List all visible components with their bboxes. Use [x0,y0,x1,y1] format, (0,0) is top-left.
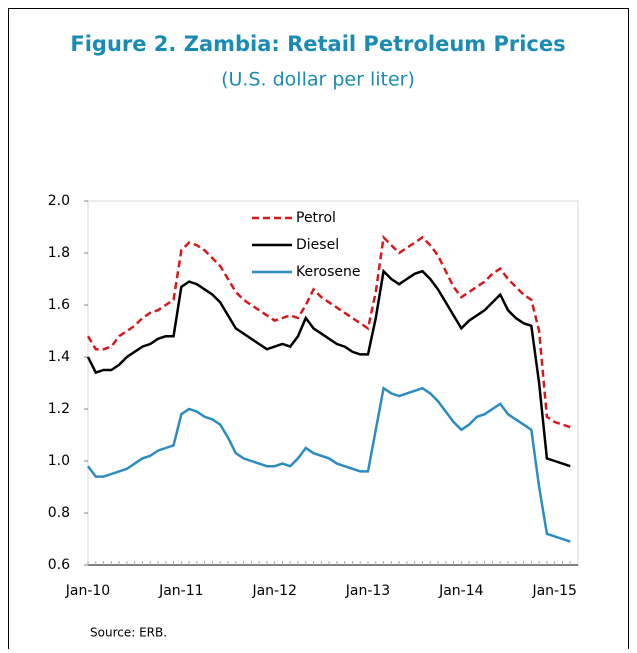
line-series [86,234,571,429]
x-tick-label: Jan-13 [345,583,390,599]
frame [8,8,629,653]
plot-area [87,200,579,566]
y-tick-label: 1.0 [48,453,70,469]
chart-subtitle: (U.S. dollar per liter) [221,69,415,91]
line-series [86,268,571,468]
x-tick-label: Jan-11 [158,583,203,599]
y-tick-label: 1.2 [48,401,70,417]
y-tick-label: 0.8 [48,505,70,521]
legend-label: Petrol [296,210,336,226]
source-note: Source: ERB. [90,626,167,640]
x-tick-label: Jan-10 [65,583,110,599]
x-tick-label: Jan-12 [251,583,296,599]
y-tick-label: 0.6 [48,557,70,573]
line-series [86,386,571,543]
x-tick-label: Jan-15 [531,583,576,599]
y-tick-label: 2.0 [48,193,70,209]
legend-label: Kerosene [296,264,361,280]
y-tick-label: 1.8 [48,245,70,261]
y-tick-label: 1.4 [48,349,70,365]
legend-label: Diesel [296,237,339,253]
x-tick-label: Jan-14 [438,583,484,599]
y-tick-label: 1.6 [48,297,70,313]
chart-title: Figure 2. Zambia: Retail Petroleum Price… [70,32,565,56]
